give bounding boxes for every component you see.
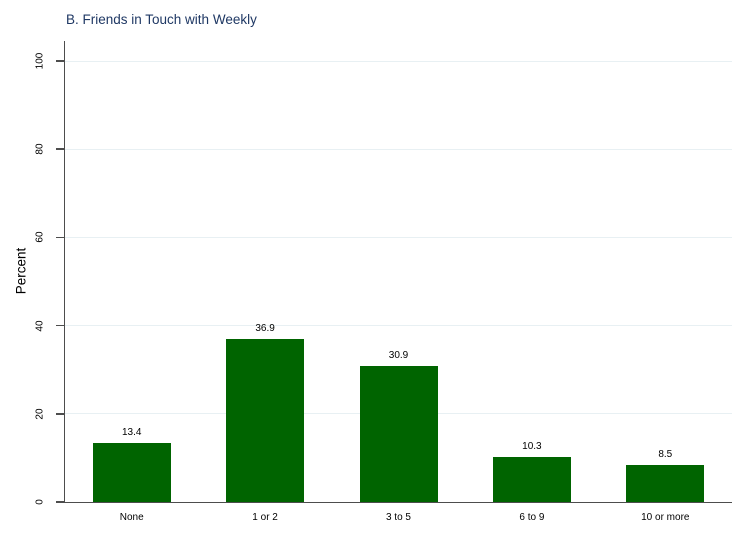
y-axis-tick (55, 236, 64, 239)
bar (359, 365, 438, 502)
y-axis-tick (55, 60, 64, 62)
x-tick-label: 6 to 9 (519, 512, 545, 523)
x-tick-label: 10 or more (641, 512, 690, 523)
y-tick-label: 60 (34, 231, 46, 243)
gridline (65, 236, 732, 238)
plot-area: 0 20 40 60 80 100 13.4 None 36.9 1 or 2 30.9 3 to 5… (35, 41, 732, 523)
y-tick-label: 100 (34, 52, 46, 70)
y-tick-label: 0 (34, 499, 46, 505)
bar-value-label: 30.9 (388, 349, 409, 361)
gridline (65, 60, 732, 62)
bar (626, 464, 705, 502)
x-tick-label: 1 or 2 (252, 512, 278, 523)
y-axis-tick (55, 501, 64, 503)
bar-value-label: 8.5 (658, 448, 673, 460)
gridline (65, 325, 732, 327)
y-axis-tick (55, 413, 64, 415)
y-axis-title: Percent (13, 247, 29, 295)
bar (92, 442, 171, 502)
bar (492, 456, 571, 502)
y-axis-tick (55, 324, 64, 327)
y-tick-label: 40 (34, 320, 46, 332)
y-tick-label: 20 (34, 408, 46, 420)
gridline (65, 148, 732, 150)
y-axis-tick (55, 148, 64, 150)
chart-title: B. Friends in Touch with Weekly (66, 12, 257, 27)
y-tick-label: 80 (34, 143, 46, 155)
x-tick-label: 3 to 5 (385, 512, 411, 523)
x-tick-label: None (119, 512, 144, 523)
bar-value-label: 36.9 (255, 323, 275, 335)
bar-value-label: 13.4 (121, 426, 142, 438)
bar (226, 339, 305, 502)
bar-value-label: 10.3 (522, 440, 542, 452)
